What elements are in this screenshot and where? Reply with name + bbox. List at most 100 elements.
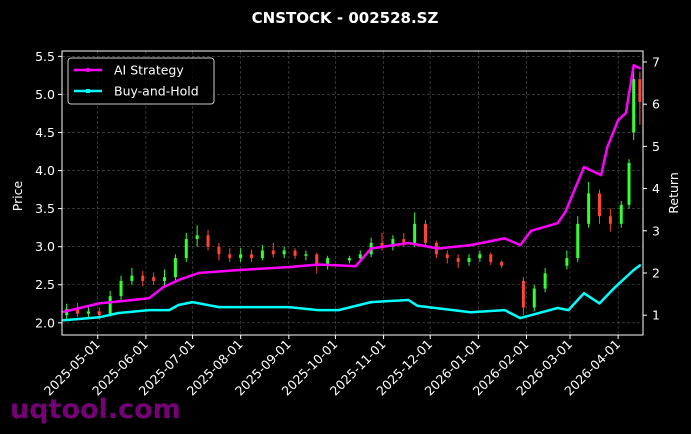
candle: [413, 212, 417, 247]
candle-body: [184, 239, 188, 259]
candle-body: [304, 254, 308, 256]
candle: [163, 269, 167, 287]
candle: [532, 284, 536, 312]
legend-label-buy-and-hold: Buy-and-Hold: [114, 84, 199, 99]
y2-tick-label: 3: [652, 223, 660, 238]
candle: [424, 220, 428, 247]
series-line-buy-and-hold: [63, 264, 641, 322]
candle: [326, 255, 330, 270]
candle-body: [619, 204, 623, 224]
series-point-buy-and-hold: [469, 311, 472, 314]
series-point-buy-and-hold: [177, 303, 180, 307]
candle-body: [391, 239, 395, 247]
series-point-buy-and-hold: [632, 268, 635, 272]
legend-box: [67, 57, 215, 105]
series-point-ai-strategy: [369, 247, 373, 250]
candle: [86, 306, 90, 319]
candle-body: [532, 288, 536, 308]
candle: [282, 246, 286, 259]
candle: [239, 248, 243, 262]
candle-body: [456, 258, 460, 262]
candle-body: [141, 275, 145, 281]
series-point-ai-strategy: [407, 241, 410, 245]
y-tick-label: 4.0: [35, 163, 55, 178]
candle-body: [119, 280, 123, 297]
y-axis-left: 2.0 2.5 3.0 3.5 4.0 4.5 5.0 5.5: [35, 49, 62, 330]
candle: [173, 254, 177, 281]
series-point-buy-and-hold: [407, 298, 410, 302]
candle-body: [97, 311, 101, 316]
series-point-buy-and-hold: [62, 319, 65, 322]
candle: [619, 200, 623, 228]
candlesticks: [65, 67, 642, 320]
series-point-buy-and-hold: [613, 286, 617, 289]
candle-body: [598, 193, 602, 217]
series-point-ai-strategy: [638, 67, 642, 70]
series-point-buy-and-hold: [217, 305, 221, 309]
candle-body: [358, 254, 362, 259]
series-point-ai-strategy: [519, 243, 522, 247]
candle: [391, 235, 395, 251]
candle-body: [326, 258, 330, 266]
y2-tick-label: 1: [652, 308, 660, 323]
candle-body: [347, 258, 351, 261]
series-point-buy-and-hold: [369, 300, 373, 304]
candle-body: [521, 280, 525, 308]
candle-body: [260, 250, 264, 259]
candle-body: [489, 254, 493, 262]
candle-body: [402, 239, 406, 243]
candle-body: [239, 254, 243, 259]
candle: [565, 250, 569, 270]
series-point-ai-strategy: [161, 286, 165, 289]
series-point-ai-strategy: [632, 64, 635, 67]
candle-body: [576, 223, 580, 259]
candle-body: [217, 246, 221, 255]
candle: [228, 248, 232, 262]
legend-marker-buy-and-hold: [86, 89, 90, 93]
series-point-ai-strategy: [237, 268, 241, 272]
candle: [250, 249, 254, 262]
candle-body: [445, 254, 449, 259]
candle: [184, 232, 188, 262]
candle: [478, 250, 482, 262]
candle-body: [250, 254, 254, 259]
candle-body: [543, 273, 547, 289]
candle: [632, 67, 636, 141]
y-tick-label: 5.5: [35, 49, 55, 64]
grid: [62, 51, 643, 335]
series-point-ai-strategy: [317, 263, 320, 266]
candle: [271, 242, 275, 258]
series-point-buy-and-hold: [317, 308, 320, 312]
series-point-ai-strategy: [197, 271, 200, 275]
candle-body: [424, 223, 428, 243]
series-point-buy-and-hold: [337, 308, 340, 312]
series-point-ai-strategy: [529, 229, 533, 232]
series-point-ai-strategy: [556, 221, 559, 225]
x-axis: 2025-05-012025-06-012025-07-012025-08-01…: [41, 335, 623, 398]
candle-body: [130, 275, 134, 281]
series-point-buy-and-hold: [519, 316, 522, 320]
series-point-ai-strategy: [147, 297, 151, 300]
candle-body: [500, 261, 504, 266]
candle-body: [627, 162, 631, 205]
series-point-buy-and-hold: [416, 304, 419, 308]
candle-body: [293, 250, 297, 256]
candle: [500, 260, 504, 268]
candle: [315, 252, 319, 274]
candle: [152, 272, 156, 285]
y2-tick-label: 6: [652, 97, 660, 112]
series-point-ai-strategy: [354, 265, 357, 268]
candle-body: [315, 254, 319, 266]
candle: [108, 290, 112, 317]
candle: [543, 267, 547, 293]
series-point-ai-strategy: [469, 243, 472, 247]
candle-body: [632, 79, 636, 133]
legend-label-ai-strategy: AI Strategy: [114, 63, 184, 78]
candle: [445, 250, 449, 264]
series-point-buy-and-hold: [503, 308, 506, 312]
candle: [217, 242, 221, 261]
candle: [76, 303, 80, 317]
candle-body: [228, 254, 232, 259]
series-point-ai-strategy: [606, 146, 609, 149]
